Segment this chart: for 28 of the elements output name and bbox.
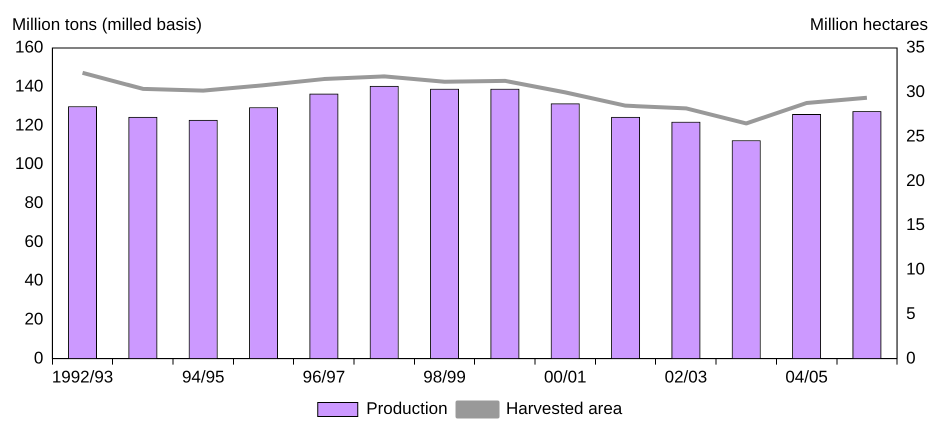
- y-tick-label: 100: [14, 154, 44, 174]
- y2-tick-label: 10: [906, 260, 926, 279]
- y-tick-label: 160: [14, 38, 44, 57]
- legend-label: Production: [366, 399, 448, 418]
- x-tick-label: 98/99: [423, 367, 466, 386]
- y-tick-label: 60: [24, 232, 44, 251]
- x-tick-label: 02/03: [664, 367, 708, 386]
- legend-label: Harvested area: [506, 399, 623, 418]
- y2-tick-label: 15: [906, 215, 926, 234]
- y-tick-label: 20: [24, 309, 44, 328]
- y2-tick-label: 25: [906, 126, 926, 146]
- x-tick-label: 00/01: [544, 367, 587, 386]
- x-tick-label: 1992/93: [52, 367, 114, 386]
- x-tick-label: 04/05: [785, 367, 828, 386]
- y2-tick-label: 35: [906, 38, 926, 57]
- y-tick-label: 80: [24, 192, 44, 212]
- y2-tick-label: 0: [906, 348, 916, 368]
- y2-axis-title: Million hectares: [810, 15, 928, 34]
- y-tick-label: 40: [24, 270, 44, 290]
- y-tick-label: 0: [34, 348, 44, 368]
- y2-tick-label: 20: [906, 170, 926, 190]
- y-tick-label: 140: [14, 76, 44, 96]
- y2-tick-label: 5: [906, 304, 916, 323]
- x-tick-label: 96/97: [302, 367, 346, 386]
- y2-tick-label: 30: [906, 82, 926, 102]
- y-tick-label: 120: [14, 115, 44, 134]
- y-axis-title: Million tons (milled basis): [12, 15, 202, 34]
- x-tick-label: 94/95: [182, 367, 224, 386]
